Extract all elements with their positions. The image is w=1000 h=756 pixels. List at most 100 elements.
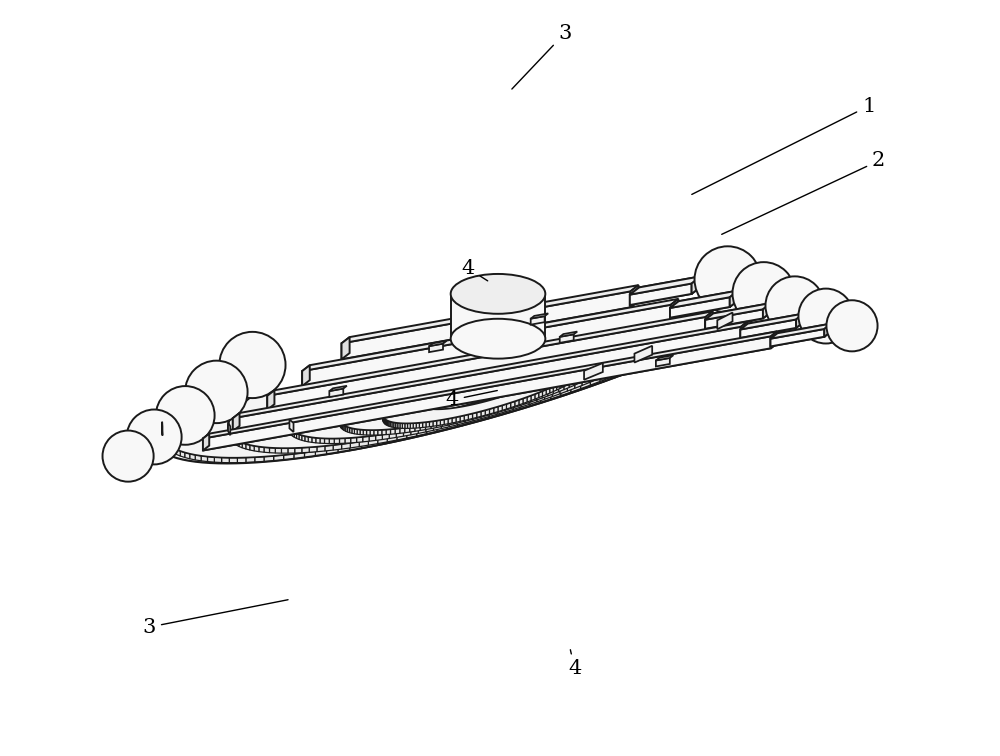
Polygon shape [389,421,390,426]
Polygon shape [622,361,628,368]
Polygon shape [449,421,462,429]
Polygon shape [481,411,485,417]
Polygon shape [489,408,495,415]
Polygon shape [186,394,191,403]
Polygon shape [302,305,671,386]
Polygon shape [495,407,501,414]
Polygon shape [403,430,411,436]
Polygon shape [203,343,777,451]
Polygon shape [368,438,378,445]
Polygon shape [343,425,344,430]
Polygon shape [203,331,777,438]
Polygon shape [575,380,582,389]
Polygon shape [690,332,697,341]
Polygon shape [237,407,240,415]
Polygon shape [521,399,529,407]
Polygon shape [418,427,426,433]
Polygon shape [525,397,531,404]
Polygon shape [214,457,222,463]
Polygon shape [489,409,497,417]
Polygon shape [370,430,374,435]
Polygon shape [511,401,515,407]
Polygon shape [561,387,571,395]
Polygon shape [542,391,548,398]
Polygon shape [540,395,553,404]
Polygon shape [634,345,652,363]
Polygon shape [232,437,234,444]
Polygon shape [448,419,454,425]
Polygon shape [342,443,350,449]
Polygon shape [582,370,584,376]
Polygon shape [777,290,783,300]
Polygon shape [195,455,201,461]
Polygon shape [616,357,619,364]
Polygon shape [233,334,748,431]
Polygon shape [394,423,396,428]
Polygon shape [405,427,410,432]
Polygon shape [233,321,748,418]
Polygon shape [386,429,390,435]
Polygon shape [584,369,586,375]
Polygon shape [639,359,651,369]
Polygon shape [348,427,350,432]
Polygon shape [389,404,391,411]
Polygon shape [411,431,424,438]
Polygon shape [709,321,715,330]
Polygon shape [540,394,551,402]
Polygon shape [425,423,431,429]
Polygon shape [327,448,338,454]
Polygon shape [362,442,374,448]
Polygon shape [465,415,471,421]
Polygon shape [429,344,443,352]
Polygon shape [615,368,627,378]
Polygon shape [723,322,732,331]
Polygon shape [228,311,729,448]
Polygon shape [651,355,662,364]
Polygon shape [354,429,357,434]
Polygon shape [374,430,378,435]
Circle shape [798,289,853,343]
Polygon shape [437,424,447,432]
Polygon shape [560,382,563,389]
Circle shape [765,277,824,335]
Polygon shape [297,433,299,439]
Polygon shape [357,429,360,435]
Polygon shape [783,287,789,296]
Polygon shape [553,390,566,399]
Polygon shape [369,435,376,442]
Polygon shape [431,423,436,429]
Polygon shape [246,457,255,463]
Polygon shape [703,325,709,333]
Polygon shape [764,299,771,308]
Polygon shape [237,457,246,463]
Polygon shape [616,364,622,371]
Text: 3: 3 [512,23,571,89]
Polygon shape [387,407,388,413]
Polygon shape [342,423,343,429]
Polygon shape [537,395,545,402]
Polygon shape [824,324,831,336]
Polygon shape [436,424,449,432]
Polygon shape [740,320,796,338]
Polygon shape [519,398,523,405]
Polygon shape [166,417,168,426]
Polygon shape [433,421,437,426]
Polygon shape [203,336,771,451]
Polygon shape [295,448,302,453]
Polygon shape [653,351,661,359]
Polygon shape [177,402,181,411]
Polygon shape [560,386,567,394]
Polygon shape [250,445,254,451]
Polygon shape [659,341,663,349]
Polygon shape [229,419,231,426]
Polygon shape [267,325,713,410]
Polygon shape [174,406,177,415]
Polygon shape [705,303,771,320]
Polygon shape [506,403,511,409]
Polygon shape [520,401,530,409]
Polygon shape [600,373,609,382]
Polygon shape [462,417,475,426]
Polygon shape [363,430,367,435]
Polygon shape [398,433,411,442]
Polygon shape [427,426,437,434]
